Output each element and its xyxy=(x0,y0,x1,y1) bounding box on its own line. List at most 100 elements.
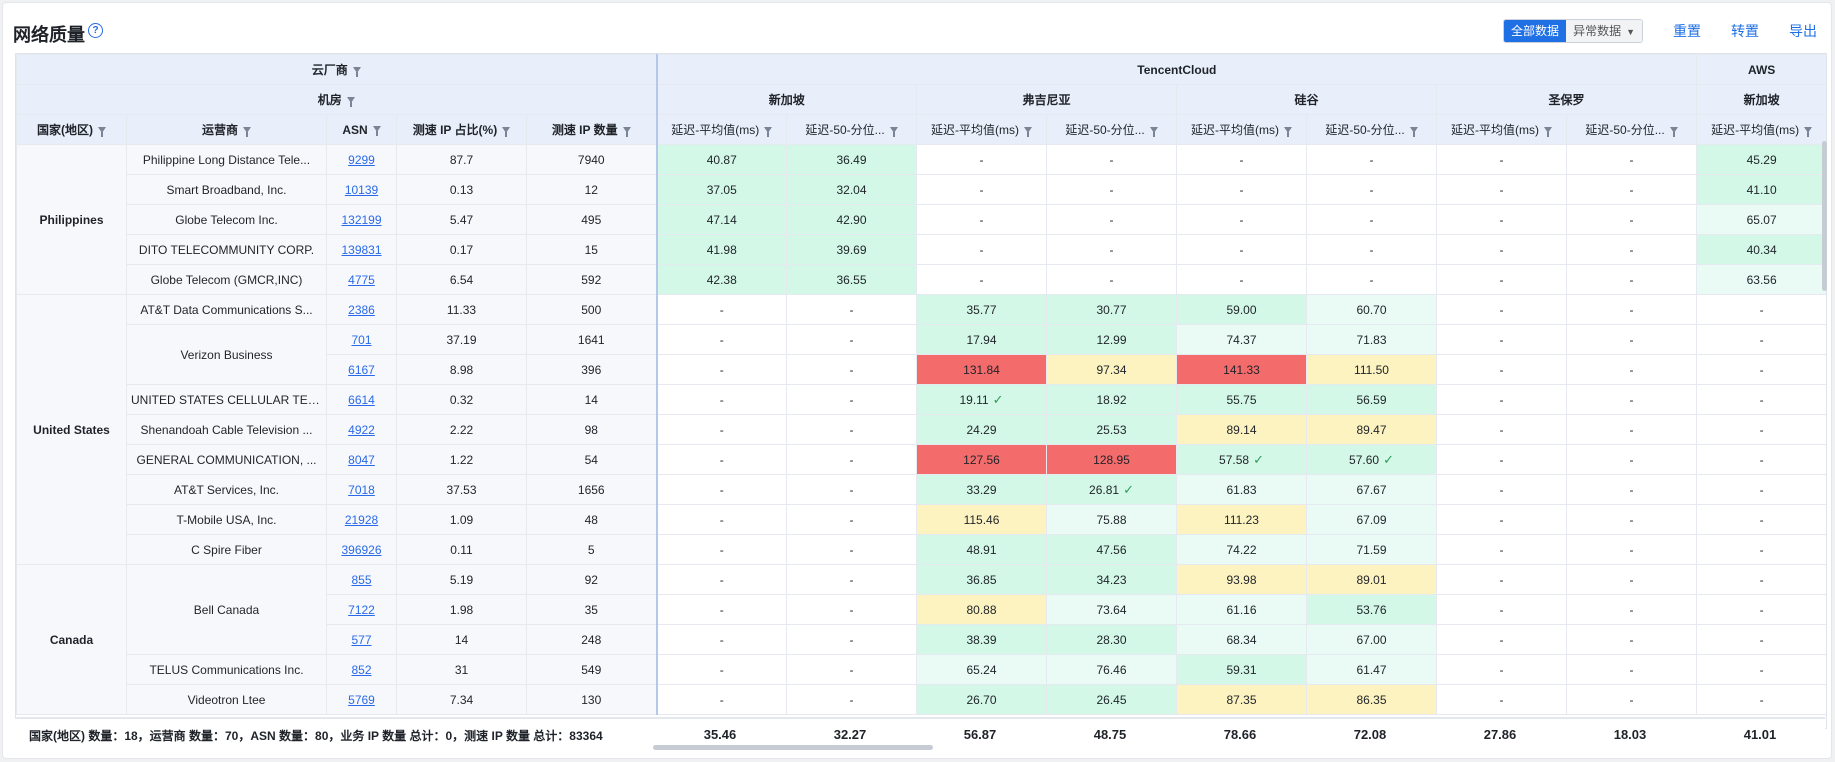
latency-cell: - xyxy=(786,414,917,445)
asn-link[interactable]: 9299 xyxy=(348,152,375,167)
latency-cell: - xyxy=(916,234,1047,265)
vertical-scrollbar[interactable] xyxy=(1822,141,1827,291)
latency-cell: 68.34 xyxy=(1176,624,1307,655)
column-header-latency[interactable]: 延迟-平均值(ms) xyxy=(1436,114,1567,145)
filter-icon[interactable] xyxy=(764,126,773,137)
column-header-asn[interactable]: ASN xyxy=(326,114,397,145)
filter-icon[interactable] xyxy=(346,96,355,107)
filter-icon[interactable] xyxy=(352,66,361,77)
filter-icon[interactable] xyxy=(1409,126,1418,137)
latency-cell: - xyxy=(1565,624,1698,655)
latency-cell: - xyxy=(1565,174,1698,205)
asn-link[interactable]: 21928 xyxy=(344,512,379,527)
asn-link[interactable]: 132199 xyxy=(341,212,382,227)
horizontal-scrollbar[interactable] xyxy=(653,745,933,750)
column-header-latency[interactable]: 延迟-50-分位... xyxy=(786,114,917,145)
operator-cell: Globe Telecom Inc. xyxy=(126,204,327,235)
filter-icon[interactable] xyxy=(372,126,381,137)
filter-icon[interactable] xyxy=(1149,126,1158,137)
column-header-latency[interactable]: 延迟-50-分位... xyxy=(1306,114,1437,145)
asn-link[interactable]: 7122 xyxy=(348,602,375,617)
ip-ratio-cell: 0.13 xyxy=(396,174,527,205)
asn-cell: 2386 xyxy=(326,294,397,325)
latency-cell: - xyxy=(786,384,917,415)
filter-icon[interactable] xyxy=(1669,126,1678,137)
latency-cell: 41.98 xyxy=(656,234,787,265)
filter-icon[interactable] xyxy=(1284,126,1292,137)
column-header-latency[interactable]: 延迟-平均值(ms) xyxy=(1176,114,1307,145)
asn-cell: 4775 xyxy=(326,264,397,295)
latency-cell: 87.35 xyxy=(1176,684,1307,715)
asn-link[interactable]: 577 xyxy=(351,632,372,647)
help-icon[interactable]: ? xyxy=(88,23,103,38)
asn-link[interactable]: 396926 xyxy=(341,542,382,557)
asn-link[interactable]: 2386 xyxy=(348,302,375,317)
asn-cell: 5769 xyxy=(326,684,397,715)
column-header-count[interactable]: 测速 IP 数量 xyxy=(526,114,658,145)
column-header-latency[interactable]: 延迟-50-分位... xyxy=(1565,114,1698,145)
filter-icon[interactable] xyxy=(889,126,898,137)
latency-cell: - xyxy=(1436,474,1567,505)
asn-link[interactable]: 852 xyxy=(351,662,372,677)
latency-cell: - xyxy=(656,384,787,415)
latency-cell: - xyxy=(1696,504,1826,535)
filter-icon[interactable] xyxy=(502,126,511,137)
column-header-ratio[interactable]: 测速 IP 占比(%) xyxy=(396,114,527,145)
latency-cell: - xyxy=(656,474,787,505)
latency-cell: - xyxy=(656,354,787,385)
latency-cell: - xyxy=(916,174,1047,205)
ip-count-cell: 92 xyxy=(526,564,658,595)
reset-button[interactable]: 重置 xyxy=(1673,23,1701,39)
column-header-country[interactable]: 国家(地区) xyxy=(16,114,127,145)
filter-icon[interactable] xyxy=(1804,126,1813,137)
asn-link[interactable]: 8047 xyxy=(348,452,375,467)
asn-link[interactable]: 4922 xyxy=(348,422,375,437)
all-data-option[interactable]: 全部数据 xyxy=(1504,20,1567,42)
latency-cell: - xyxy=(1565,144,1698,175)
asn-link[interactable]: 7018 xyxy=(348,482,375,497)
abnormal-data-option[interactable]: 异常数据 ▼ xyxy=(1566,20,1642,42)
asn-link[interactable]: 701 xyxy=(351,332,372,347)
table-row: Verizon Business 701 37.19 1641- -17.94 12.99… xyxy=(17,324,1826,385)
column-header-latency[interactable]: 延迟-50-分位... xyxy=(1046,114,1177,145)
data-filter-toggle[interactable]: 全部数据 异常数据 ▼ xyxy=(1503,19,1643,43)
column-header-operator[interactable]: 运营商 xyxy=(126,114,327,145)
latency-cell: 42.38 xyxy=(656,264,787,295)
export-button[interactable]: 导出 xyxy=(1789,23,1817,39)
column-header-latency[interactable]: 延迟-平均值(ms) xyxy=(916,114,1047,145)
asn-link[interactable]: 6614 xyxy=(348,392,375,407)
footer-average-value: 78.66 xyxy=(1223,727,1257,742)
asn-link[interactable]: 5769 xyxy=(348,692,375,707)
footer-average-value: 18.03 xyxy=(1613,727,1647,742)
filter-icon[interactable] xyxy=(1544,126,1552,137)
header-dc-singapore: 新加坡 xyxy=(656,84,917,115)
asn-link[interactable]: 4775 xyxy=(348,272,375,287)
ip-ratio-cell: 14 xyxy=(396,624,527,655)
asn-link[interactable]: 6167 xyxy=(348,362,375,377)
pivot-button[interactable]: 转置 xyxy=(1731,23,1759,39)
column-header-latency[interactable]: 延迟-平均值(ms) xyxy=(1696,114,1826,145)
quality-table-container[interactable]: 云厂商 TencentCloud AWS 机房 新加坡 弗吉尼亚 硅谷 圣保罗 … xyxy=(15,53,1827,729)
asn-cell: 7018 xyxy=(326,474,397,505)
ip-ratio-cell: 6.54 xyxy=(396,264,527,295)
latency-cell: 17.94 xyxy=(916,324,1047,355)
column-header-latency[interactable]: 延迟-平均值(ms) xyxy=(656,114,787,145)
latency-cell: - xyxy=(1436,144,1567,175)
filter-icon[interactable] xyxy=(243,126,251,137)
latency-cell: - xyxy=(1436,354,1567,385)
latency-cell: - xyxy=(1046,174,1177,205)
operator-cell: Smart Broadband, Inc. xyxy=(126,174,327,205)
ip-count-cell: 248 xyxy=(526,624,658,655)
asn-link[interactable]: 855 xyxy=(351,572,372,587)
filter-icon[interactable] xyxy=(622,126,631,137)
latency-cell: - xyxy=(916,264,1047,295)
asn-link[interactable]: 10139 xyxy=(344,182,379,197)
filter-icon[interactable] xyxy=(98,126,106,137)
table-row: 577 14 248- -38.39 28.30 68.34 67.00- - - xyxy=(17,624,1826,655)
table-row: Globe Telecom (GMCR,INC) 4775 6.54 592 42.38… xyxy=(17,264,1826,295)
header-dc-silicon-valley: 硅谷 xyxy=(1176,84,1437,115)
filter-icon[interactable] xyxy=(1024,126,1032,137)
asn-link[interactable]: 139831 xyxy=(341,242,382,257)
latency-cell: - xyxy=(786,324,917,355)
operator-cell: TELUS Communications Inc. xyxy=(126,654,327,685)
